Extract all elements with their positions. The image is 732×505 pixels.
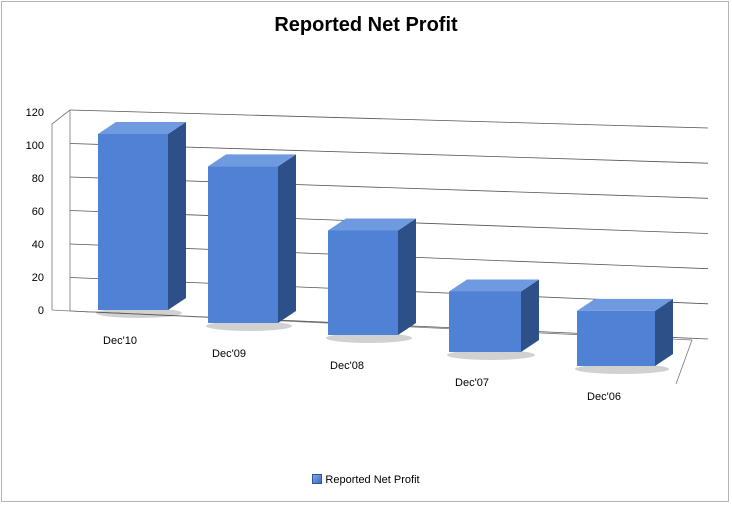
y-tick-label: 100 bbox=[26, 140, 44, 152]
bar-front bbox=[449, 291, 521, 352]
bar bbox=[208, 154, 296, 323]
bar-side bbox=[655, 298, 673, 366]
x-tick-label: Dec'08 bbox=[330, 360, 364, 372]
bars bbox=[96, 122, 673, 374]
bar-shadow bbox=[447, 350, 535, 360]
bar bbox=[449, 279, 539, 352]
y-tick-label: 0 bbox=[38, 305, 44, 317]
bar-front bbox=[328, 230, 398, 335]
bar-top bbox=[577, 298, 673, 311]
bar-front bbox=[98, 134, 168, 310]
legend: Reported Net Profit bbox=[0, 474, 732, 486]
bar bbox=[98, 122, 186, 310]
floor-right-edge bbox=[675, 339, 693, 385]
x-tick-label: Dec'09 bbox=[212, 348, 246, 360]
y-tick-label: 20 bbox=[32, 272, 44, 284]
x-tick-label: Dec'06 bbox=[587, 391, 621, 403]
side-wall-bottom bbox=[51, 309, 71, 312]
y-tick-label: 80 bbox=[32, 173, 44, 185]
bar-side bbox=[168, 122, 186, 310]
bar-shadow bbox=[326, 333, 412, 343]
bar bbox=[328, 218, 416, 335]
bar bbox=[577, 298, 673, 366]
bar-front bbox=[208, 166, 278, 323]
y-tick-label: 60 bbox=[32, 206, 44, 218]
bar-shadow bbox=[206, 321, 292, 331]
legend-label: Reported Net Profit bbox=[325, 474, 420, 486]
axis-labels: 0 20 40 60 80 100 120 Dec'10 Dec'09 Dec'08 Dec'07 D… bbox=[26, 107, 621, 403]
chart-title: Reported Net Profit bbox=[274, 14, 458, 36]
y-tick-label: 120 bbox=[26, 107, 44, 119]
bar-side bbox=[521, 279, 539, 352]
bar-front bbox=[577, 310, 655, 366]
bar-side bbox=[398, 218, 416, 335]
legend-swatch bbox=[312, 474, 323, 484]
x-tick-label: Dec'10 bbox=[103, 335, 137, 347]
bar-top bbox=[208, 154, 296, 167]
y-tick-label: 40 bbox=[32, 239, 44, 251]
bar-top bbox=[449, 279, 539, 292]
bar-top bbox=[328, 218, 416, 231]
bar-shadow bbox=[96, 308, 182, 318]
bar-shadow bbox=[575, 364, 669, 374]
x-tick-label: Dec'07 bbox=[455, 377, 489, 389]
gridline bbox=[69, 109, 709, 129]
side-wall-top bbox=[51, 109, 71, 125]
bar-top bbox=[98, 122, 186, 134]
bar-side bbox=[278, 154, 296, 323]
